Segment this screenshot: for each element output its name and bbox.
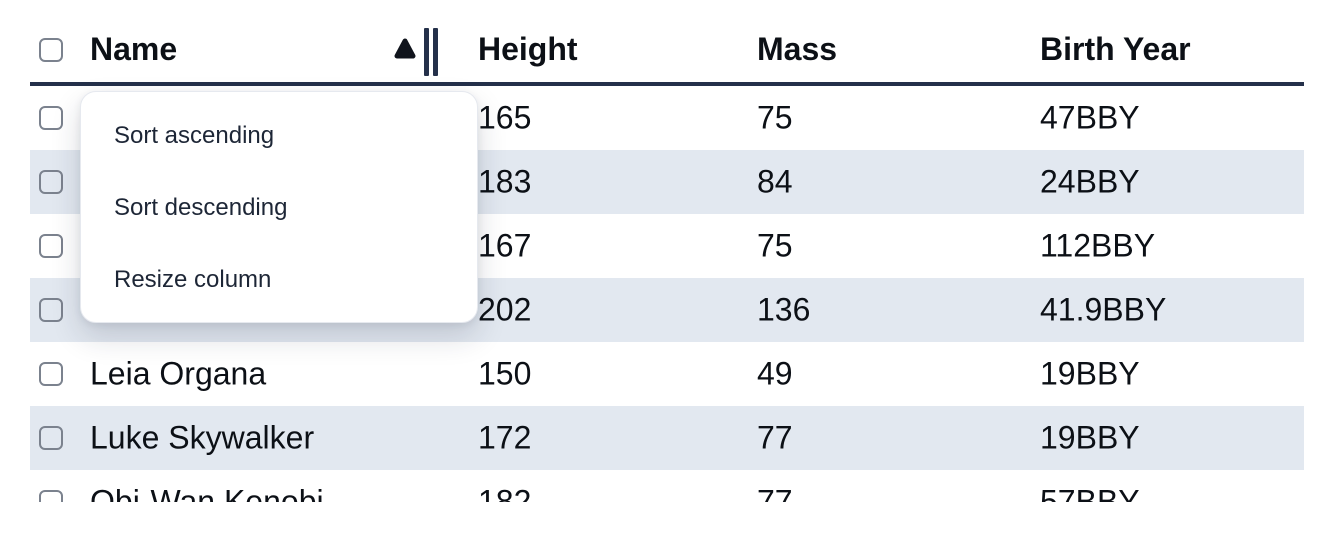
cell-name: Luke Skywalker xyxy=(90,419,315,456)
context-menu-item[interactable]: Resize column xyxy=(81,244,477,316)
cell-mass: 136 xyxy=(757,291,811,328)
cell-birth-year: 57BBY xyxy=(1040,483,1140,503)
select-all-checkbox[interactable] xyxy=(39,38,63,62)
column-header-birth-year[interactable]: Birth Year xyxy=(1040,31,1191,68)
table-row: Luke Skywalker 172 77 19BBY xyxy=(0,406,1330,470)
resize-bar-icon xyxy=(433,28,438,76)
cell-height: 202 xyxy=(478,291,532,328)
cell-mass: 75 xyxy=(757,99,793,136)
cell-name: Obi-Wan Kenobi xyxy=(90,483,324,503)
cell-birth-year: 24BBY xyxy=(1040,163,1140,200)
context-menu-item-label: Sort ascending xyxy=(114,122,275,149)
cell-mass: 77 xyxy=(757,483,793,503)
table-row: 165 75 47BBY xyxy=(0,86,1330,150)
cell-mass: 84 xyxy=(757,163,793,200)
cell-birth-year: 47BBY xyxy=(1040,99,1140,136)
row-checkbox[interactable] xyxy=(39,106,63,130)
row-checkbox[interactable] xyxy=(39,170,63,194)
resize-bar-icon xyxy=(424,28,429,76)
cell-mass: 75 xyxy=(757,227,793,264)
cell-height: 165 xyxy=(478,99,532,136)
cell-birth-year: 41.9BBY xyxy=(1040,291,1167,328)
row-checkbox[interactable] xyxy=(39,362,63,386)
context-menu-item[interactable]: Sort ascending xyxy=(81,100,477,172)
cell-height: 167 xyxy=(478,227,532,264)
column-header-name[interactable]: Name xyxy=(90,31,177,68)
table-header-row: Name Height Mass Birth Year xyxy=(0,0,1330,86)
column-header-mass-label: Mass xyxy=(757,30,838,67)
cell-height: 150 xyxy=(478,355,532,392)
row-background xyxy=(30,406,1304,470)
cell-birth-year: 19BBY xyxy=(1040,355,1140,392)
context-menu-item-label: Resize column xyxy=(114,266,272,293)
column-header-mass[interactable]: Mass xyxy=(757,31,837,68)
context-menu-item-label: Sort descending xyxy=(114,194,288,221)
cell-height: 183 xyxy=(478,163,532,200)
column-resize-handle[interactable] xyxy=(424,28,438,76)
column-context-menu: Sort ascending Sort descending Resize co… xyxy=(80,91,478,323)
cell-mass: 77 xyxy=(757,419,793,456)
table-row: Leia Organa 150 49 19BBY xyxy=(0,342,1330,406)
cell-height: 182 xyxy=(478,483,532,503)
row-checkbox[interactable] xyxy=(39,298,63,322)
row-checkbox[interactable] xyxy=(39,426,63,450)
table-row: 167 75 112BBY xyxy=(0,214,1330,278)
cell-height: 172 xyxy=(478,419,532,456)
column-header-height-label: Height xyxy=(478,30,578,67)
header-divider xyxy=(30,82,1304,86)
column-header-name-label: Name xyxy=(90,30,178,67)
cell-birth-year: 19BBY xyxy=(1040,419,1140,456)
cell-birth-year: 112BBY xyxy=(1040,227,1156,264)
column-header-birth-year-label: Birth Year xyxy=(1040,30,1191,67)
context-menu-item[interactable]: Sort descending xyxy=(81,172,477,244)
cell-mass: 49 xyxy=(757,355,793,392)
row-checkbox[interactable] xyxy=(39,490,63,502)
cell-name: Leia Organa xyxy=(90,355,267,392)
column-header-height[interactable]: Height xyxy=(478,31,578,68)
sort-ascending-icon xyxy=(394,38,416,59)
table-row: Obi-Wan Kenobi 182 77 57BBY xyxy=(0,470,1330,502)
row-checkbox[interactable] xyxy=(39,234,63,258)
